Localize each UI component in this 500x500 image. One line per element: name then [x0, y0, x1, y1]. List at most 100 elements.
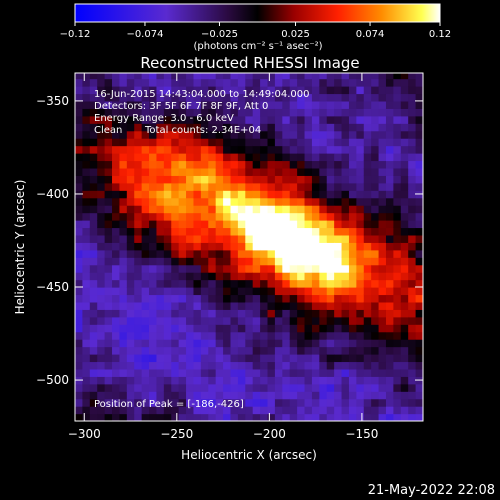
- heatmap-cell: [245, 287, 254, 296]
- heatmap-cell: [134, 339, 143, 348]
- heatmap-cell: [260, 376, 269, 385]
- heatmap-cell: [75, 108, 83, 117]
- heatmap-cell: [252, 160, 261, 169]
- heatmap-cell: [193, 197, 202, 206]
- heatmap-cell: [260, 73, 269, 80]
- heatmap-cell: [156, 86, 165, 95]
- heatmap-cell: [200, 346, 209, 355]
- heatmap-cell: [104, 309, 113, 318]
- heatmap-cell: [104, 331, 113, 340]
- heatmap-cell: [252, 130, 261, 139]
- heatmap-cell: [126, 78, 135, 87]
- heatmap-cell: [149, 182, 158, 191]
- heatmap-cell: [126, 309, 135, 318]
- heatmap-cell: [237, 383, 246, 392]
- heatmap-cell: [326, 346, 335, 355]
- heatmap-cell: [141, 413, 150, 421]
- heatmap-cell: [178, 242, 187, 251]
- heatmap-cell: [141, 324, 150, 333]
- heatmap-cell: [415, 86, 423, 95]
- heatmap-cell: [215, 175, 224, 184]
- heatmap-cell: [356, 212, 365, 221]
- heatmap-cell: [163, 309, 172, 318]
- heatmap-cell: [141, 175, 150, 184]
- heatmap-cell: [282, 346, 291, 355]
- heatmap-cell: [97, 182, 106, 191]
- heatmap-cell: [341, 78, 350, 87]
- heatmap-cell: [193, 190, 202, 199]
- heatmap-cell: [393, 145, 402, 154]
- annotation-energy: Energy Range: 3.0 - 6.0 keV: [94, 113, 234, 124]
- heatmap-cell: [186, 309, 195, 318]
- heatmap-cell: [245, 78, 254, 87]
- heatmap-cell: [186, 227, 195, 236]
- heatmap-cell: [215, 78, 224, 87]
- heatmap-cell: [237, 220, 246, 229]
- heatmap-cell: [89, 182, 98, 191]
- heatmap-cell: [282, 391, 291, 400]
- heatmap-cell: [363, 294, 372, 303]
- heatmap-cell: [274, 301, 283, 310]
- heatmap-cell: [208, 182, 217, 191]
- heatmap-cell: [186, 86, 195, 95]
- heatmap-cell: [193, 413, 202, 421]
- heatmap-cell: [334, 182, 343, 191]
- heatmap-cell: [326, 391, 335, 400]
- heatmap-cell: [260, 361, 269, 370]
- heatmap-cell: [156, 197, 165, 206]
- heatmap-cell: [134, 391, 143, 400]
- y-axis-label: Heliocentric Y (arcsec): [13, 180, 27, 315]
- heatmap-cell: [237, 331, 246, 340]
- heatmap-cell: [104, 346, 113, 355]
- heatmap-cell: [89, 376, 98, 385]
- heatmap-cell: [208, 100, 217, 109]
- heatmap-cell: [252, 115, 261, 124]
- heatmap-cell: [178, 279, 187, 288]
- heatmap-cell: [215, 100, 224, 109]
- heatmap-cell: [252, 108, 261, 117]
- heatmap-cell: [245, 220, 254, 229]
- heatmap-cell: [297, 331, 306, 340]
- heatmap-cell: [82, 249, 91, 258]
- heatmap-cell: [304, 78, 313, 87]
- heatmap-cell: [82, 368, 91, 377]
- heatmap-cell: [348, 301, 357, 310]
- heatmap-cell: [149, 227, 158, 236]
- heatmap-cell: [200, 398, 209, 407]
- heatmap-cell: [289, 153, 298, 162]
- heatmap-cell: [193, 301, 202, 310]
- heatmap-cell: [378, 272, 387, 281]
- heatmap-cell: [356, 73, 365, 80]
- heatmap-cell: [126, 376, 135, 385]
- heatmap-cell: [82, 145, 91, 154]
- heatmap-cell: [385, 331, 394, 340]
- heatmap-cell: [415, 339, 423, 348]
- heatmap-cell: [304, 294, 313, 303]
- heatmap-cell: [223, 197, 232, 206]
- heatmap-cell: [200, 316, 209, 325]
- heatmap-cell: [223, 130, 232, 139]
- heatmap-cell: [326, 383, 335, 392]
- heatmap-cell: [319, 234, 328, 243]
- heatmap-cell: [304, 257, 313, 266]
- heatmap-cell: [200, 413, 209, 421]
- heatmap-cell: [341, 100, 350, 109]
- heatmap-cell: [400, 316, 409, 325]
- heatmap-cell: [75, 197, 83, 206]
- heatmap-cell: [348, 406, 357, 415]
- heatmap-cell: [163, 234, 172, 243]
- heatmap-cell: [119, 138, 128, 147]
- heatmap-cell: [171, 339, 180, 348]
- heatmap-cell: [215, 242, 224, 251]
- heatmap-cell: [82, 227, 91, 236]
- heatmap-cell: [104, 78, 113, 87]
- heatmap-cell: [289, 294, 298, 303]
- heatmap-cell: [215, 86, 224, 95]
- heatmap-cell: [289, 391, 298, 400]
- heatmap-cell: [178, 354, 187, 363]
- heatmap-cell: [163, 398, 172, 407]
- heatmap-cell: [112, 242, 121, 251]
- heatmap-cell: [289, 361, 298, 370]
- heatmap-cell: [415, 197, 423, 206]
- heatmap-cell: [289, 346, 298, 355]
